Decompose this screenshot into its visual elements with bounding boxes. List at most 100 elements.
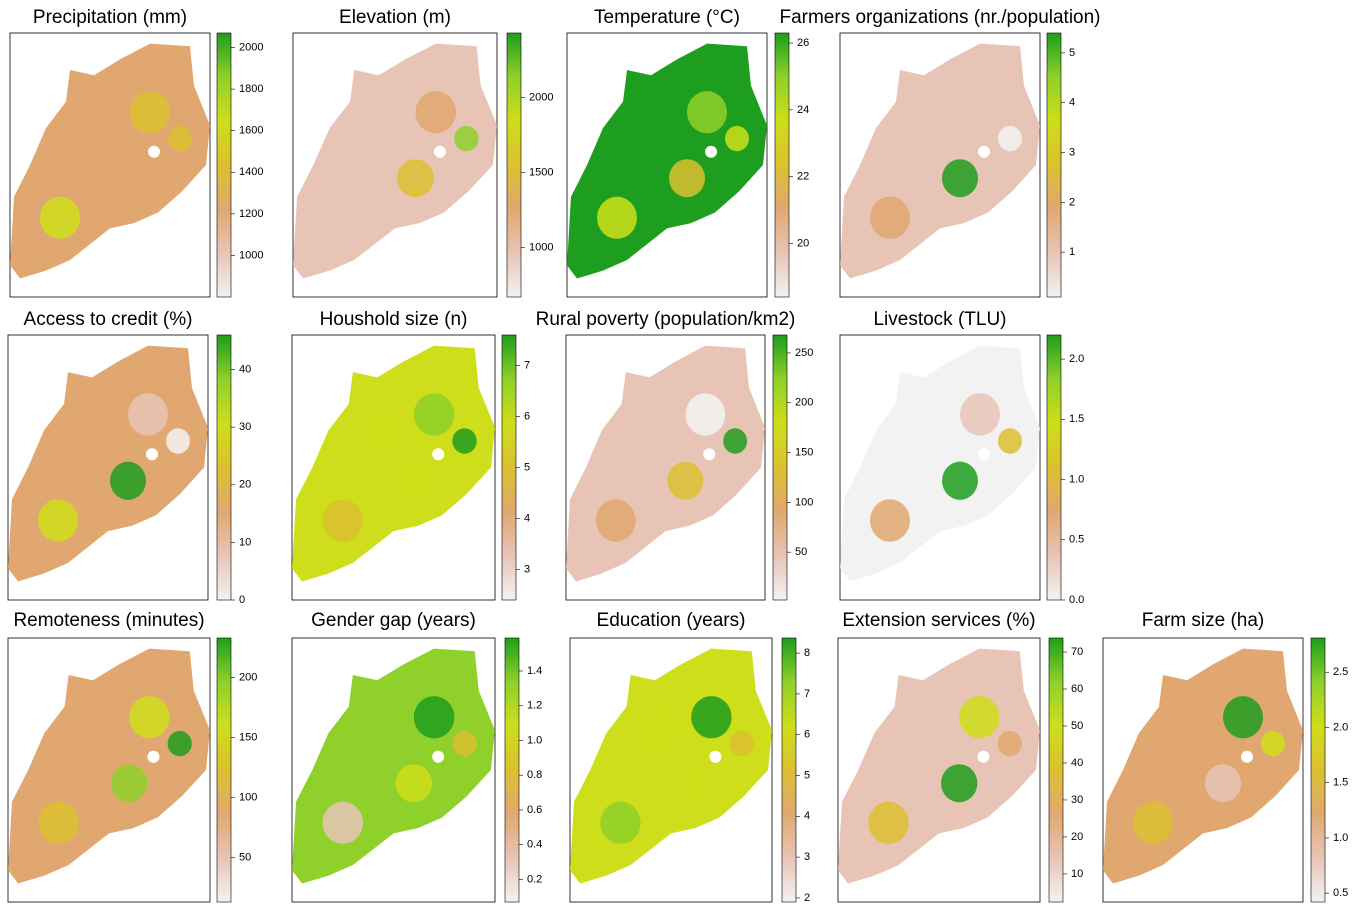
map-region <box>959 696 999 738</box>
map-region <box>397 159 434 197</box>
map-region <box>454 126 478 151</box>
lake <box>432 448 444 460</box>
colorbar-tick-label: 1200 <box>239 208 263 220</box>
map-region <box>75 705 123 756</box>
colorbar-tick-label: 6 <box>524 410 530 422</box>
panel-title: Education (years) <box>597 610 746 631</box>
lake <box>978 146 990 158</box>
figure: Precipitation (mm)1000120014001600180020… <box>0 0 1361 916</box>
colorbar-tick-label: 1.2 <box>527 700 542 712</box>
map-region <box>324 197 365 239</box>
panel-title: Farm size (ha) <box>1142 610 1264 631</box>
lake <box>709 751 721 763</box>
map-region <box>396 764 433 802</box>
map-region <box>906 402 954 453</box>
colorbar-tick-label: 0.0 <box>1069 594 1084 606</box>
lake <box>147 751 159 763</box>
map-region <box>1133 802 1173 844</box>
lake <box>978 448 990 460</box>
map-region <box>40 197 80 239</box>
map-region <box>414 393 455 435</box>
colorbar-tick-label: 40 <box>1071 757 1083 769</box>
colorbar-tick-label: 2.0 <box>1333 721 1348 733</box>
map-region <box>942 462 978 500</box>
map-region <box>687 91 727 133</box>
colorbar-tick-label: 5 <box>1069 47 1075 59</box>
colorbar-tick-label: 50 <box>239 852 251 864</box>
lake <box>148 146 160 158</box>
map-region <box>685 393 725 435</box>
map-region <box>667 462 703 500</box>
colorbar-tick-label: 40 <box>239 363 251 375</box>
map-region <box>1223 696 1263 738</box>
colorbar-tick-label: 2000 <box>239 41 263 53</box>
map-region <box>360 100 409 151</box>
colorbar-tick-label: 1.4 <box>527 665 542 677</box>
colorbar-tick-label: 2000 <box>529 91 553 103</box>
color-bar <box>217 638 231 902</box>
colorbar-tick-label: 20 <box>797 237 809 249</box>
map-region <box>128 393 168 435</box>
map-region <box>730 731 754 756</box>
colorbar-tick-label: 200 <box>795 397 813 409</box>
colorbar-tick-label: 20 <box>1071 831 1083 843</box>
map-region <box>74 402 122 453</box>
map-region <box>960 393 1000 435</box>
colorbar-tick-label: 200 <box>239 672 257 684</box>
map-region <box>38 802 78 844</box>
colorbar-tick-label: 50 <box>1071 720 1083 732</box>
colorbar-tick-label: 4 <box>804 810 810 822</box>
colorbar-tick-label: 60 <box>1071 683 1083 695</box>
map-region <box>596 499 636 541</box>
map-region <box>38 499 78 541</box>
color-bar <box>775 33 789 297</box>
map-region <box>111 764 147 802</box>
color-bar <box>217 33 231 297</box>
map-region <box>168 126 192 151</box>
map-region <box>725 126 749 151</box>
map-region <box>669 159 705 197</box>
map-region <box>322 499 363 541</box>
map-region <box>130 91 170 133</box>
colorbar-tick-label: 1.5 <box>1069 413 1084 425</box>
colorbar-tick-label: 1 <box>1069 246 1075 258</box>
colorbar-tick-label: 5 <box>524 461 530 473</box>
colorbar-tick-label: 2.5 <box>1333 666 1348 678</box>
colorbar-tick-label: 10 <box>239 536 251 548</box>
panel-title: Temperature (°C) <box>594 7 740 28</box>
colorbar-tick-label: 26 <box>797 37 809 49</box>
colorbar-tick-label: 1800 <box>239 83 263 95</box>
map-region <box>359 402 408 453</box>
map-region <box>1205 764 1241 802</box>
map-region <box>998 126 1022 151</box>
map-region <box>452 731 476 756</box>
lake <box>703 448 715 460</box>
color-bar <box>217 335 231 600</box>
colorbar-tick-label: 100 <box>795 496 813 508</box>
map-region <box>906 100 954 151</box>
map-region <box>415 91 456 133</box>
color-bar <box>1047 335 1061 600</box>
map-region <box>673 764 709 802</box>
map-region <box>691 696 731 738</box>
colorbar-tick-label: 0.4 <box>527 839 542 851</box>
map-region <box>597 197 637 239</box>
map-region <box>633 100 681 151</box>
panel-title: Houshold size (n) <box>320 309 468 330</box>
colorbar-tick-label: 24 <box>797 104 809 116</box>
color-bar <box>505 638 519 902</box>
colorbar-tick-label: 250 <box>795 347 813 359</box>
colorbar-tick-label: 2 <box>804 892 810 904</box>
panel-title: Rural poverty (population/km2) <box>536 309 796 330</box>
map-region <box>637 705 685 756</box>
colorbar-tick-label: 4 <box>1069 97 1075 109</box>
colorbar-tick-label: 3 <box>524 563 530 575</box>
colorbar-tick-label: 10 <box>1071 868 1083 880</box>
colorbar-tick-label: 1600 <box>239 125 263 137</box>
panel-title: Extension services (%) <box>842 610 1035 631</box>
panel-title: Remoteness (minutes) <box>13 610 204 631</box>
colorbar-tick-label: 1000 <box>239 249 263 261</box>
map-region <box>112 159 148 197</box>
colorbar-tick-label: 0 <box>239 594 245 606</box>
colorbar-tick-label: 1000 <box>529 241 553 253</box>
